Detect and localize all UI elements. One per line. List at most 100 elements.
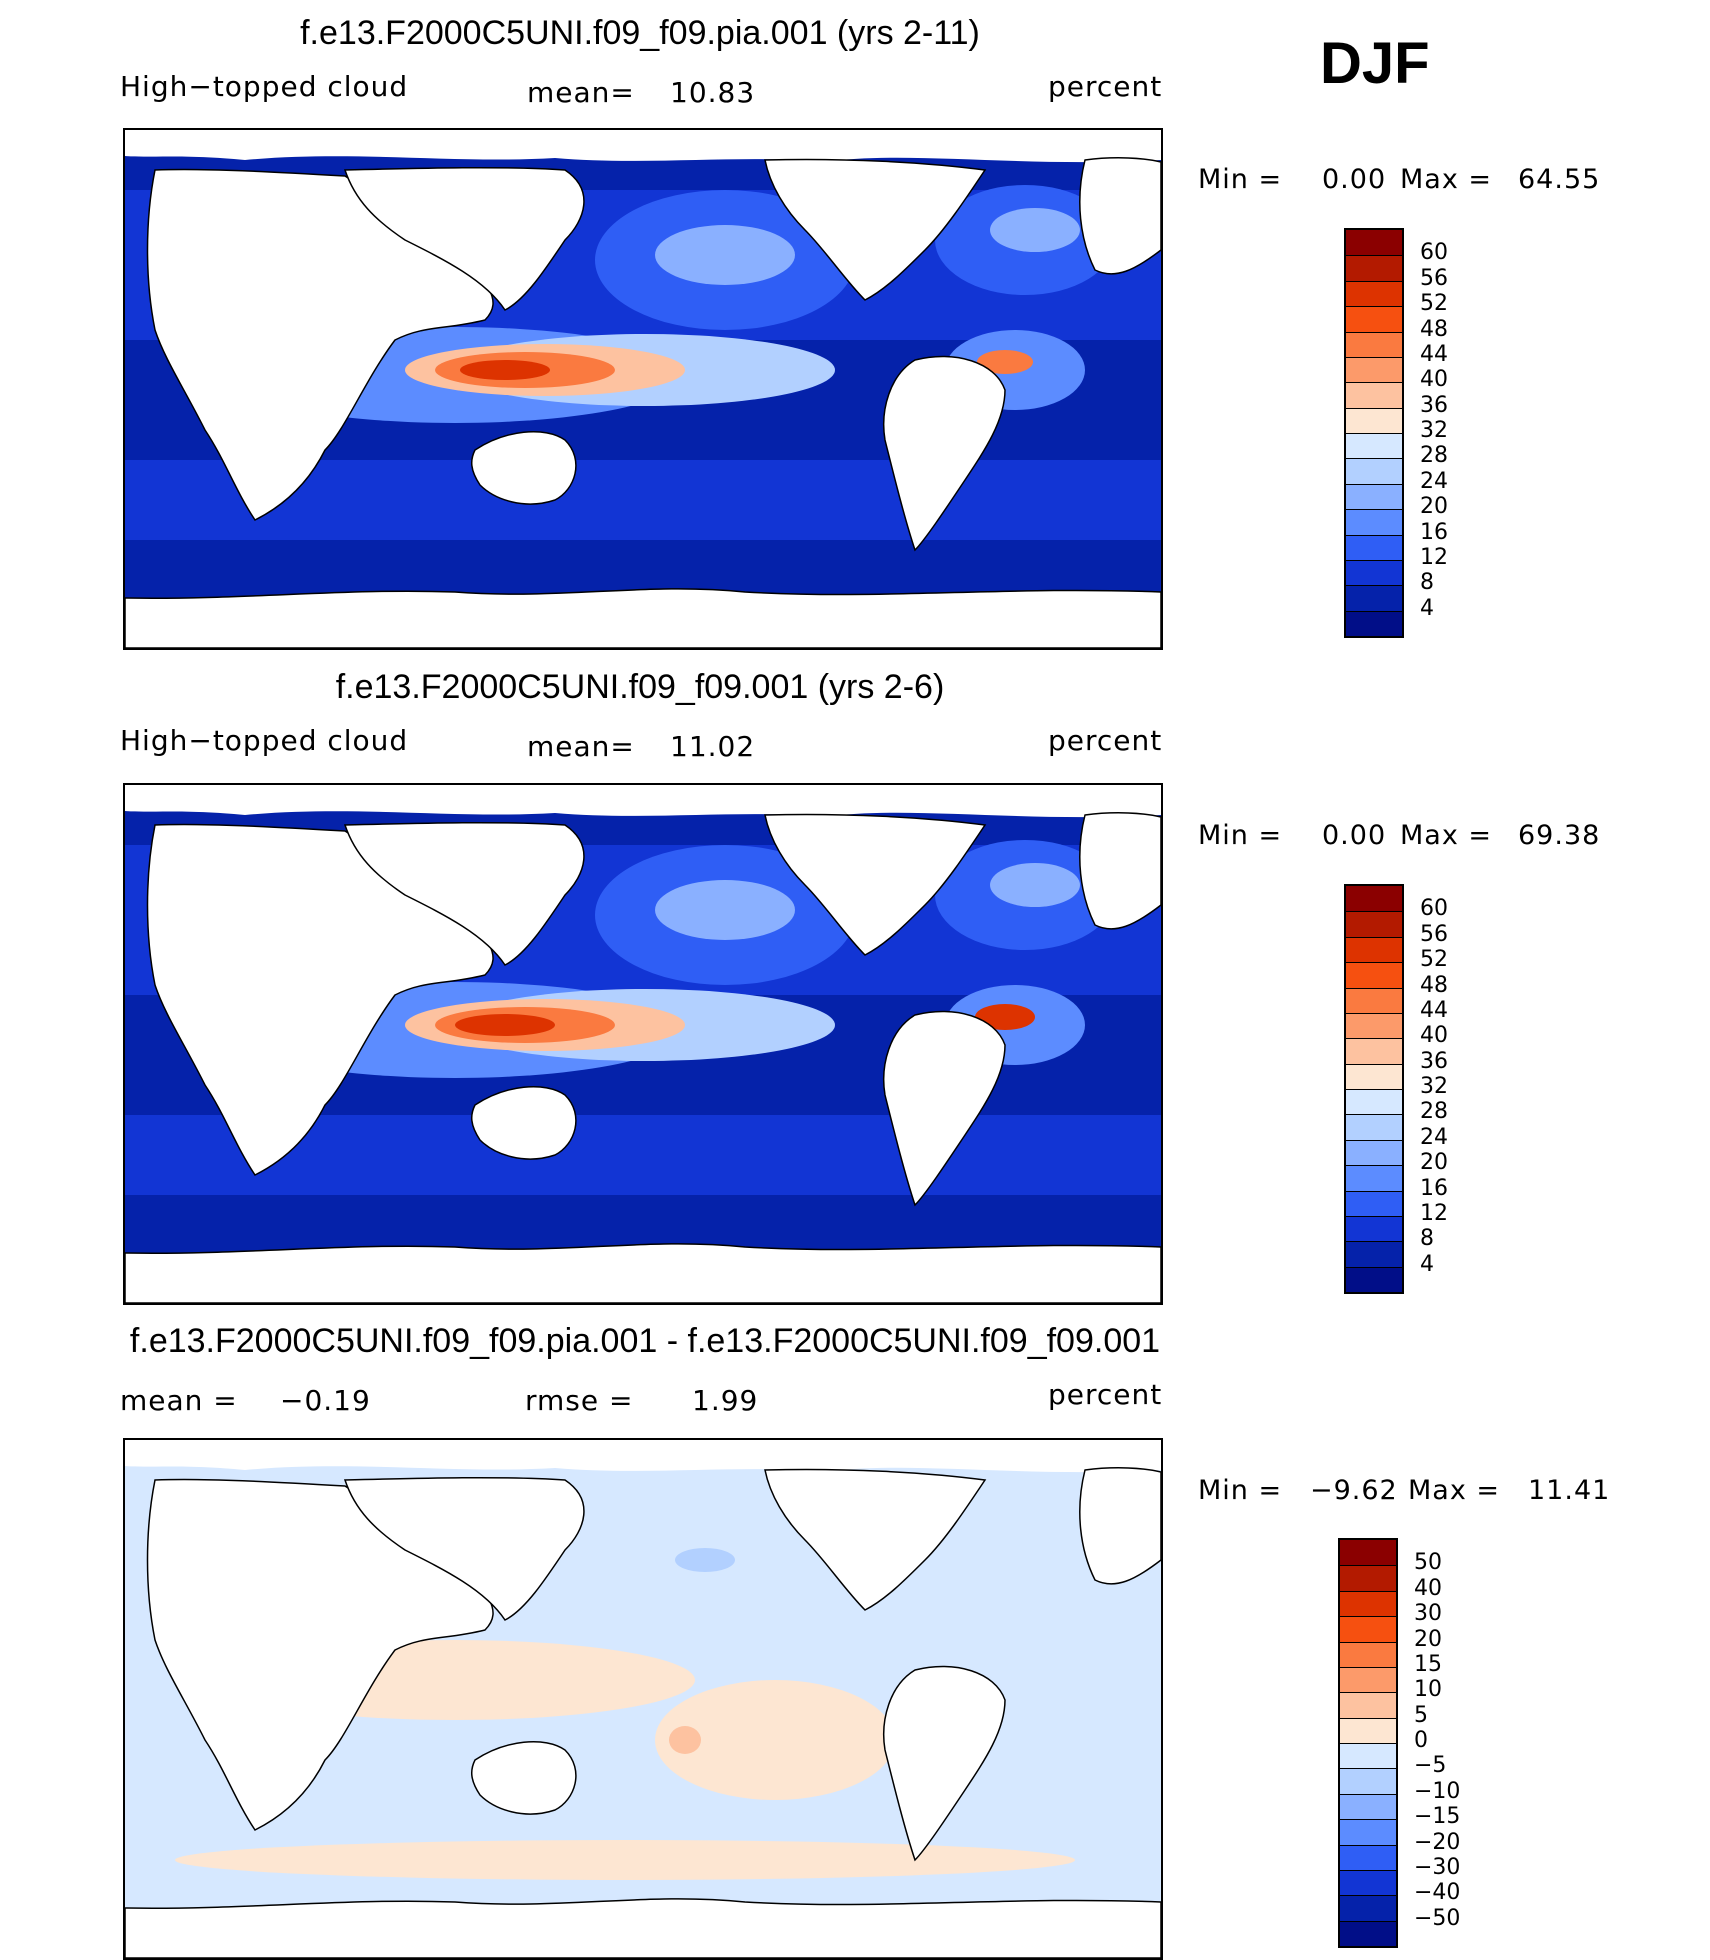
europe-land <box>1079 157 1161 275</box>
panel-1-map <box>123 128 1163 650</box>
panel-3-max-value: 11.41 <box>1528 1475 1611 1506</box>
colorbar-tick-label: 16 <box>1420 519 1448 545</box>
colorbar-swatch <box>1340 1616 1396 1642</box>
colorbar-tick-label: 8 <box>1420 570 1434 596</box>
north-atlantic-core <box>990 208 1080 252</box>
colorbar-tick-label: 30 <box>1414 1601 1442 1627</box>
panel-1-max-value: 64.55 <box>1518 164 1601 195</box>
antarctica-land <box>125 588 1161 648</box>
colorbar-tick-label: 36 <box>1420 1048 1448 1074</box>
europe-land <box>1079 812 1161 930</box>
amazon-core <box>975 1004 1035 1030</box>
colorbar-swatch <box>1346 610 1402 636</box>
panel-3-units: percent <box>1048 1378 1163 1411</box>
colorbar-tick-label: 56 <box>1420 265 1448 291</box>
colorbar-tick-label: 32 <box>1420 418 1448 443</box>
colorbar-tick-label: 60 <box>1420 896 1448 922</box>
arctic-land <box>125 1440 1161 1473</box>
north-pacific-core <box>655 225 795 285</box>
panel-2-max-label: Max = <box>1400 820 1493 851</box>
colorbar-tick-label: 40 <box>1420 1023 1448 1049</box>
panel-1-title: f.e13.F2000C5UNI.f09_f09.pia.001 (yrs 2-… <box>300 14 980 52</box>
colorbar-swatch <box>1346 1215 1402 1242</box>
colorbar-tick-label: 36 <box>1420 392 1448 418</box>
colorbar-swatch <box>1340 1768 1396 1794</box>
panel-1-colorbar <box>1344 228 1404 638</box>
difference-positive-pacific <box>655 1680 895 1800</box>
north-pacific-core <box>655 880 795 940</box>
colorbar-tick-label: 52 <box>1420 947 1448 973</box>
colorbar-swatch <box>1346 1139 1402 1166</box>
colorbar-swatch <box>1340 1920 1396 1946</box>
north-america-land <box>764 813 987 956</box>
colorbar-tick-label: 56 <box>1420 921 1448 947</box>
colorbar-swatch <box>1346 559 1402 586</box>
colorbar-tick-label: 8 <box>1420 1226 1434 1252</box>
colorbar-swatch <box>1346 936 1402 963</box>
colorbar-tick-label: −40 <box>1414 1880 1461 1906</box>
panel-1-colorbar-ticks: 60 56 52 48 44 40 36 32 28 24 20 16 12 8 4 <box>1420 228 1480 638</box>
south-america-land <box>883 1010 1006 1207</box>
colorbar-swatch <box>1346 1190 1402 1216</box>
panel-2-min-value: 0.00 <box>1322 820 1387 851</box>
colorbar-tick-label: 20 <box>1414 1626 1442 1652</box>
colorbar-tick-label: −15 <box>1414 1804 1461 1830</box>
colorbar-tick-label: 44 <box>1420 341 1448 367</box>
colorbar-tick-label: 50 <box>1414 1550 1442 1576</box>
panel-1-units: percent <box>1048 70 1163 103</box>
colorbar-swatch <box>1340 1793 1396 1820</box>
colorbar-swatch <box>1346 1165 1402 1191</box>
asia-land <box>343 166 585 311</box>
panel-2-title: f.e13.F2000C5UNI.f09_f09.001 (yrs 2-6) <box>335 668 945 706</box>
panel-2-variable-label: High−topped cloud <box>120 724 409 757</box>
colorbar-swatch <box>1340 1844 1396 1870</box>
panel-3-min-label: Min = <box>1198 1475 1283 1506</box>
colorbar-swatch <box>1346 1266 1402 1292</box>
antarctica-land <box>125 1243 1161 1303</box>
panel-2-max-value: 69.38 <box>1518 820 1601 851</box>
colorbar-swatch <box>1346 458 1402 484</box>
panel-2-units: percent <box>1048 724 1163 757</box>
difference-negative-patch <box>675 1548 735 1572</box>
panel-3-rmse-value: 1.99 <box>692 1384 759 1417</box>
panel-3-mean-label: mean = <box>120 1384 238 1417</box>
panel-3-title: f.e13.F2000C5UNI.f09_f09.pia.001 - f.e13… <box>129 1322 1161 1360</box>
amazon-core <box>977 350 1033 374</box>
panel-3-mean-value: −0.19 <box>280 1384 371 1417</box>
colorbar-swatch <box>1340 1666 1396 1693</box>
colorbar-tick-label: 12 <box>1420 1200 1448 1226</box>
itcz-warm-core <box>455 1014 555 1036</box>
colorbar-tick-label: −30 <box>1414 1854 1461 1880</box>
panel-2-colorbar-ticks: 60 56 52 48 44 40 36 32 28 24 20 16 12 8 4 <box>1420 884 1480 1294</box>
colorbar-tick-label: 12 <box>1420 544 1448 570</box>
antarctica-land <box>125 1898 1161 1958</box>
panel-2-mean-value: 11.02 <box>670 730 756 763</box>
colorbar-swatch <box>1346 1012 1402 1039</box>
south-america-land <box>883 355 1006 552</box>
colorbar-swatch <box>1346 1063 1402 1089</box>
colorbar-tick-label: 24 <box>1420 1124 1448 1150</box>
colorbar-swatch <box>1346 1089 1402 1115</box>
colorbar-swatch <box>1346 306 1402 332</box>
north-america-land <box>764 158 987 301</box>
colorbar-swatch <box>1340 1895 1396 1921</box>
colorbar-swatch <box>1346 962 1402 988</box>
colorbar-swatch <box>1340 1641 1396 1667</box>
colorbar-tick-label: 15 <box>1414 1651 1442 1677</box>
europe-land <box>1079 1467 1161 1585</box>
colorbar-tick-label: 4 <box>1420 595 1434 621</box>
colorbar-tick-label: 5 <box>1414 1702 1428 1728</box>
colorbar-tick-label: 32 <box>1420 1074 1448 1099</box>
colorbar-swatch <box>1346 585 1402 611</box>
colorbar-swatch <box>1346 331 1402 357</box>
panel-3-colorbar <box>1338 1538 1398 1948</box>
colorbar-tick-label: 52 <box>1420 291 1448 317</box>
panel-1-max-label: Max = <box>1400 164 1493 195</box>
colorbar-swatch <box>1340 1565 1396 1591</box>
arctic-land <box>125 785 1161 818</box>
colorbar-swatch <box>1346 1114 1402 1140</box>
colorbar-tick-label: 40 <box>1420 367 1448 393</box>
panel-3-rmse-label: rmse = <box>525 1384 634 1417</box>
panel-2-map <box>123 783 1163 1305</box>
season-label: DJF <box>1320 31 1430 96</box>
